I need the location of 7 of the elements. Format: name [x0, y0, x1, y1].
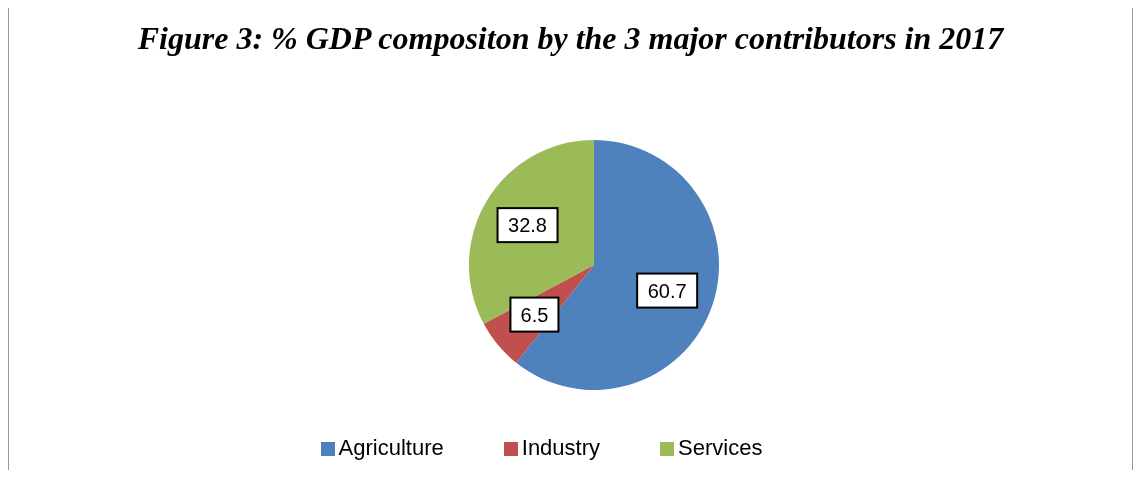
legend-label: Services	[678, 435, 763, 460]
data-label: 32.8	[508, 214, 548, 237]
data-label: 6.5	[520, 303, 549, 326]
legend-label: Agriculture	[338, 435, 444, 460]
chart-title: Figure 3: % GDP compositon by the 3 major contributors in 2017	[136, 19, 1006, 58]
legend-label: Industry	[521, 435, 601, 460]
data-label: 60.7	[647, 279, 687, 302]
